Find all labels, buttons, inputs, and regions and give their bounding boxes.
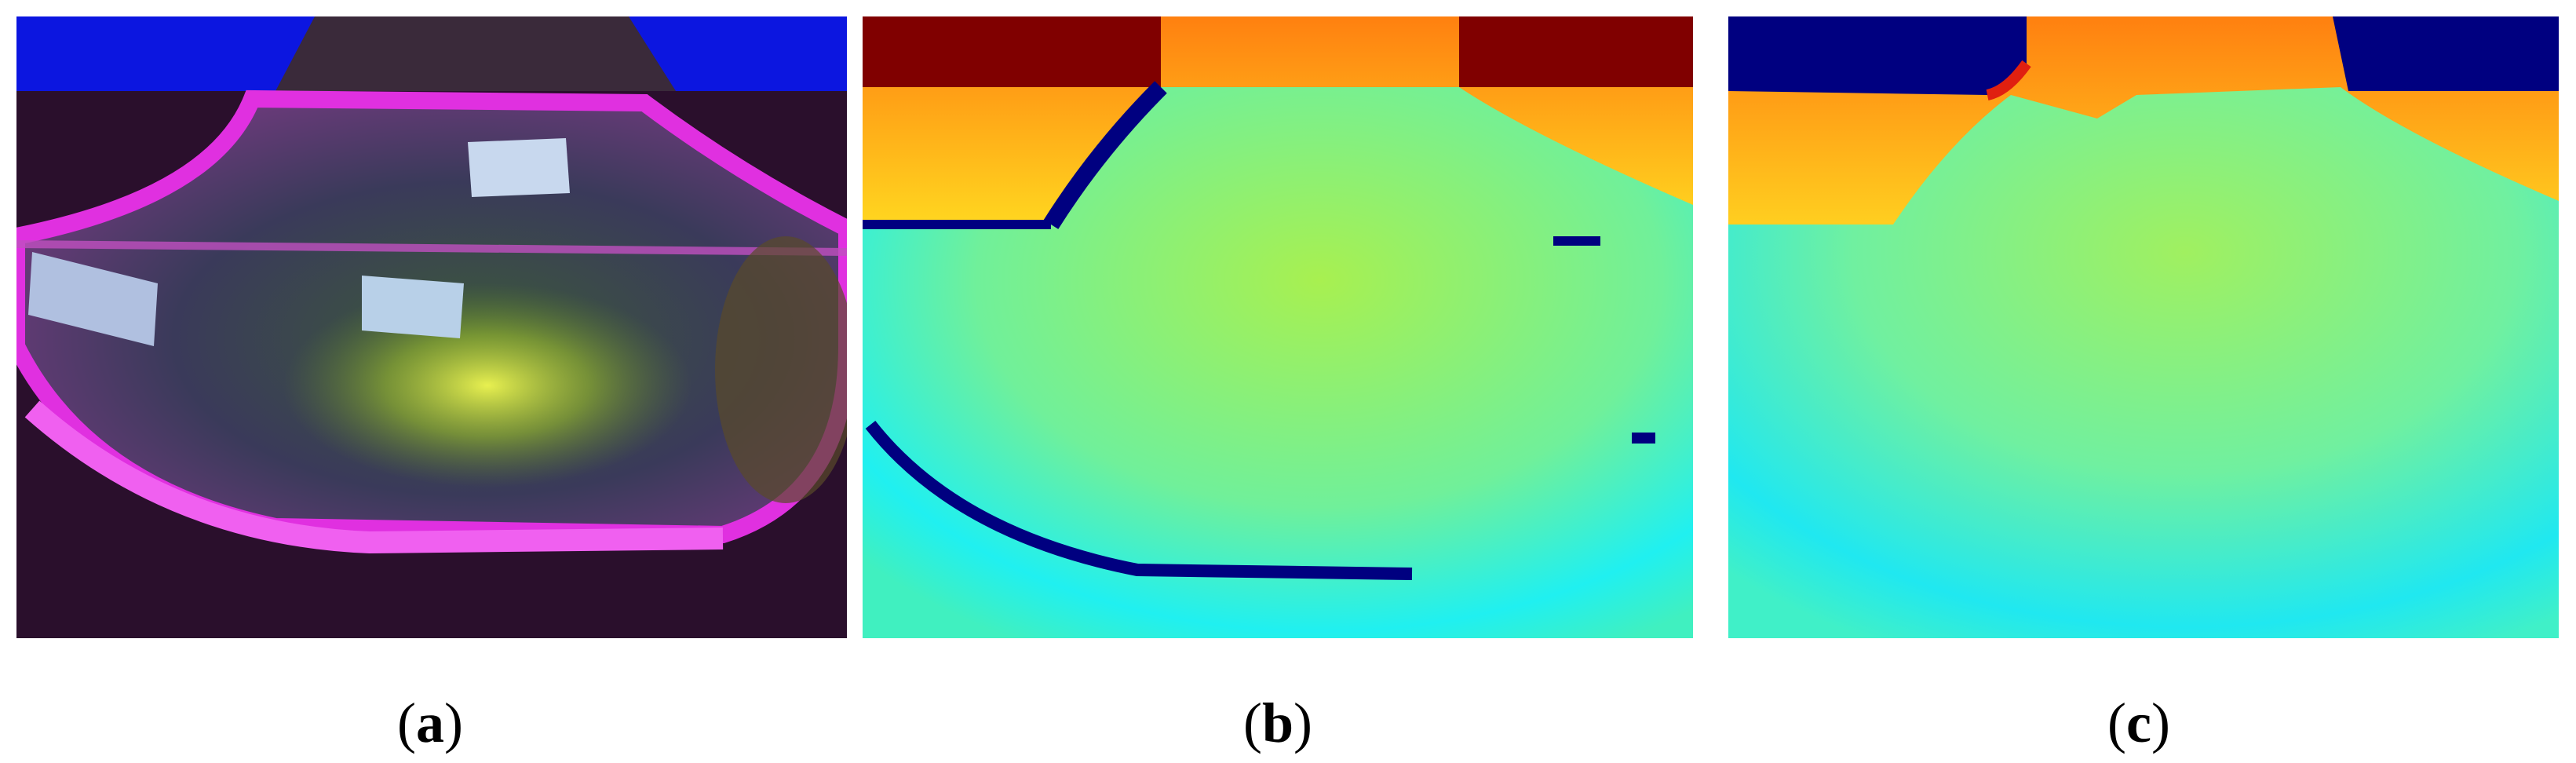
photo-panel [16, 16, 847, 638]
caption: (b) [1242, 692, 1312, 754]
depth-panel-filled [1728, 16, 2559, 638]
caption: (a) [397, 692, 463, 754]
caption: (c) [2107, 692, 2170, 754]
depth-panel [863, 16, 1693, 638]
